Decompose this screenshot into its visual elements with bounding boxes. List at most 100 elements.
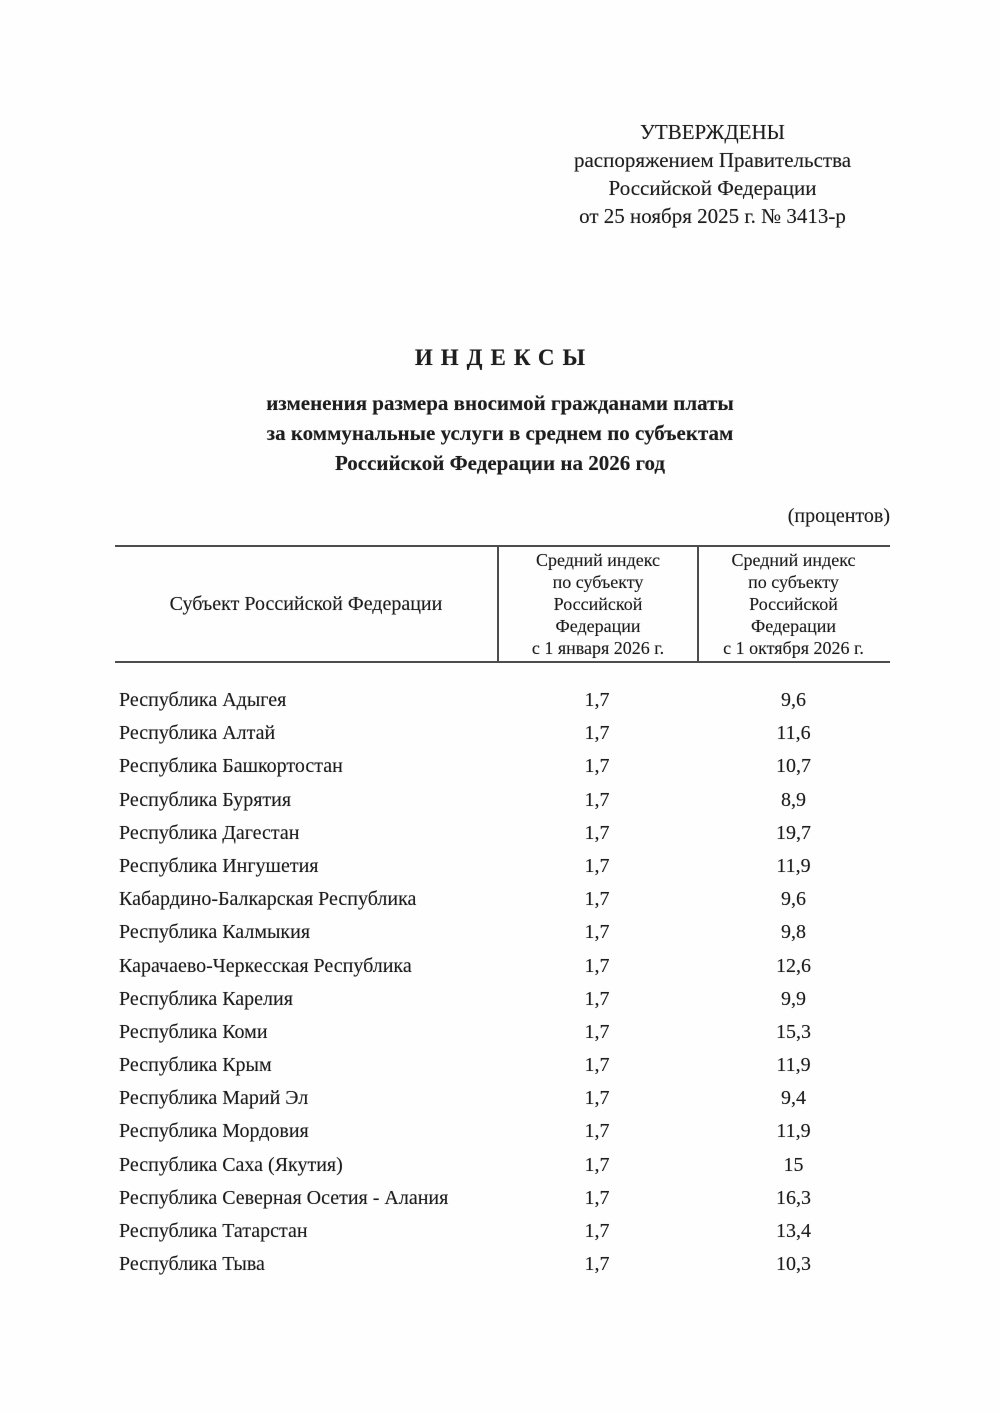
header-line: по субъекту [552,572,644,592]
index-january-value: 1,7 [584,722,610,745]
region-name: Республика Коми [119,1020,268,1043]
index-january-value: 1,7 [584,888,610,911]
region-name: Республика Калмыкия [119,921,311,944]
table-row: Республика Северная Осетия - Алания 1,7 … [115,1187,890,1220]
header-line: с 1 января 2026 г. [531,638,665,658]
document-title: ИНДЕКСЫ [414,345,594,370]
table-row: Республика Бурятия 1,7 8,9 [115,789,890,822]
region-name: Республика Алтай [119,722,276,745]
indexes-table: Субъект Российской Федерации Средний инд… [115,545,890,1286]
table-row: Республика Татарстан 1,7 13,4 [115,1220,890,1253]
index-october-value: 19,7 [776,821,811,844]
approval-block: УТВЕРЖДЕНЫ распоряжением Правительства Р… [540,118,885,230]
column-header-index-january: Средний индекс по субъекту Российской Фе… [497,547,697,661]
region-name: Республика Ингушетия [119,854,319,877]
region-name: Карачаево-Черкесская Республика [119,954,412,977]
subtitle-line: изменения размера вносимой гражданами пл… [266,391,734,415]
index-january-value: 1,7 [584,854,610,877]
header-line: Федерации [750,616,836,636]
index-october-value: 10,7 [776,755,811,778]
index-january-value: 1,7 [584,1153,610,1176]
region-name: Республика Марий Эл [119,1087,309,1110]
region-name: Республика Тыва [119,1253,265,1276]
table-row: Республика Адыгея 1,7 9,6 [115,689,890,722]
index-october-value: 15 [783,1153,804,1176]
index-october-value: 13,4 [776,1220,811,1242]
index-january-value: 1,7 [584,1120,610,1143]
column-header-index-october: Средний индекс по субъекту Российской Фе… [697,547,888,661]
approval-line: распоряжением Правительства [573,148,852,172]
units-note: (процентов) [787,505,890,527]
table-row: Республика Ингушетия 1,7 11,9 [115,855,890,888]
region-name: Республика Башкортостан [119,755,343,778]
index-january-value: 1,7 [584,821,610,844]
region-name: Республика Саха (Якутия) [119,1153,343,1176]
header-line: Российской [749,594,838,614]
index-october-value: 9,8 [781,921,806,944]
index-january-value: 1,7 [584,1087,610,1110]
table-row: Республика Саха (Якутия) 1,7 15 [115,1154,890,1187]
table-row: Республика Мордовия 1,7 11,9 [115,1120,890,1153]
approval-heading: УТВЕРЖДЕНЫ [640,120,785,144]
table-row: Республика Тыва 1,7 10,3 [115,1253,890,1286]
header-line: Российской [553,594,643,614]
index-january-value: 1,7 [584,755,610,778]
table-row: Карачаево-Черкесская Республика 1,7 12,6 [115,955,890,988]
index-october-value: 11,9 [776,854,811,877]
index-october-value: 9,6 [781,689,806,711]
index-january-value: 1,7 [584,1220,610,1242]
column-header-region: Субъект Российской Федерации [169,592,443,615]
index-january-value: 1,7 [584,987,610,1010]
index-october-value: 9,6 [781,888,806,911]
index-january-value: 1,7 [584,954,610,977]
index-january-value: 1,7 [584,1186,610,1209]
table-row: Республика Башкортостан 1,7 10,7 [115,755,890,788]
index-october-value: 10,3 [776,1253,811,1276]
index-january-value: 1,7 [584,689,610,711]
subtitle-line: за коммунальные услуги в среднем по субъ… [266,421,734,445]
index-october-value: 9,4 [781,1087,806,1110]
header-line: Федерации [555,616,641,636]
region-name: Республика Дагестан [119,821,300,844]
region-name: Республика Мордовия [119,1120,309,1143]
index-october-value: 11,9 [776,1054,811,1077]
region-name: Кабардино-Балкарская Республика [119,888,417,911]
header-line: по субъекту [748,572,839,592]
index-october-value: 11,6 [776,722,811,745]
index-october-value: 9,9 [781,987,806,1010]
table-row: Республика Крым 1,7 11,9 [115,1054,890,1087]
index-january-value: 1,7 [584,1253,610,1276]
table-row: Республика Марий Эл 1,7 9,4 [115,1087,890,1120]
table-header-row: Субъект Российской Федерации Средний инд… [115,545,890,663]
region-name: Республика Бурятия [119,788,292,811]
table-row: Республика Коми 1,7 15,3 [115,1021,890,1054]
index-october-value: 11,9 [776,1120,811,1143]
approval-line: Российской Федерации [608,176,817,200]
region-name: Республика Крым [119,1054,272,1077]
region-name: Республика Адыгея [119,689,287,711]
index-january-value: 1,7 [584,1054,610,1077]
region-name: Республика Карелия [119,987,293,1010]
index-october-value: 8,9 [781,788,806,811]
header-line: Средний индекс [731,550,856,570]
table-row: Республика Алтай 1,7 11,6 [115,722,890,755]
table-row: Республика Карелия 1,7 9,9 [115,988,890,1021]
subtitle-line: Российской Федерации на 2026 год [334,451,666,475]
header-line: с 1 октября 2026 г. [723,638,864,658]
document-subtitle: изменения размера вносимой гражданами пл… [0,388,1000,478]
table-body: Республика Адыгея 1,7 9,6 Республика Алт… [115,689,890,1286]
index-october-value: 15,3 [776,1020,811,1043]
table-row: Республика Дагестан 1,7 19,7 [115,822,890,855]
table-row: Республика Калмыкия 1,7 9,8 [115,921,890,954]
index-october-value: 16,3 [776,1186,811,1209]
index-january-value: 1,7 [584,1020,610,1043]
header-line: Средний индекс [535,550,660,570]
region-name: Республика Татарстан [119,1220,308,1242]
index-january-value: 1,7 [584,921,610,944]
index-january-value: 1,7 [584,788,610,811]
approval-order-number: от 25 ноября 2025 г. № 3413-р [579,204,846,228]
table-row: Кабардино-Балкарская Республика 1,7 9,6 [115,888,890,921]
region-name: Республика Северная Осетия - Алания [119,1186,449,1209]
index-october-value: 12,6 [776,954,811,977]
